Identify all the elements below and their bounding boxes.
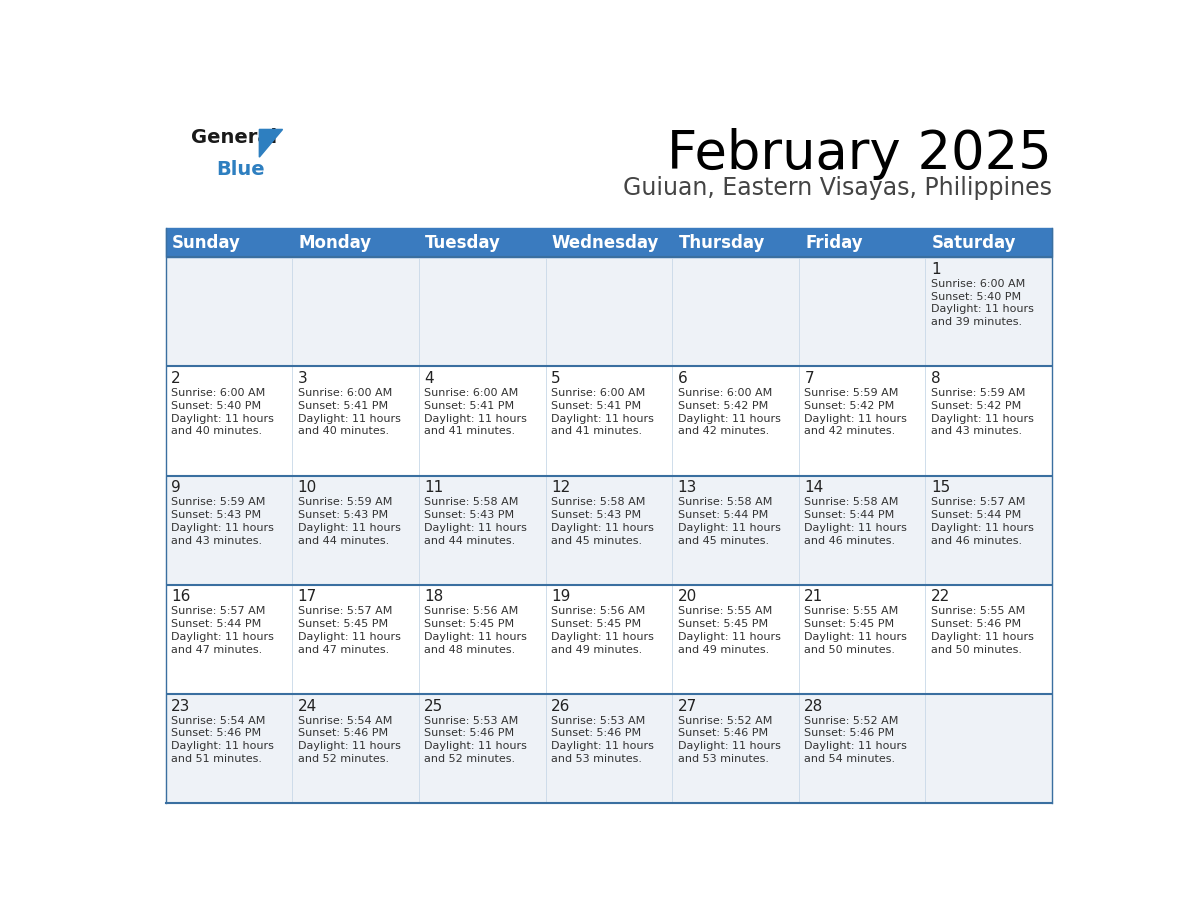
Text: 19: 19 [551,589,570,604]
Text: 11: 11 [424,480,443,495]
Text: Sunrise: 5:59 AM
Sunset: 5:42 PM
Daylight: 11 hours
and 42 minutes.: Sunrise: 5:59 AM Sunset: 5:42 PM Dayligh… [804,388,908,436]
Text: Monday: Monday [298,233,372,252]
Text: Sunrise: 5:59 AM
Sunset: 5:42 PM
Daylight: 11 hours
and 43 minutes.: Sunrise: 5:59 AM Sunset: 5:42 PM Dayligh… [931,388,1034,436]
Text: Sunrise: 6:00 AM
Sunset: 5:41 PM
Daylight: 11 hours
and 41 minutes.: Sunrise: 6:00 AM Sunset: 5:41 PM Dayligh… [551,388,653,436]
Text: Sunrise: 6:00 AM
Sunset: 5:41 PM
Daylight: 11 hours
and 40 minutes.: Sunrise: 6:00 AM Sunset: 5:41 PM Dayligh… [298,388,400,436]
Text: Sunrise: 5:52 AM
Sunset: 5:46 PM
Daylight: 11 hours
and 54 minutes.: Sunrise: 5:52 AM Sunset: 5:46 PM Dayligh… [804,715,908,764]
Text: Sunrise: 5:52 AM
Sunset: 5:46 PM
Daylight: 11 hours
and 53 minutes.: Sunrise: 5:52 AM Sunset: 5:46 PM Dayligh… [677,715,781,764]
Text: 24: 24 [298,699,317,713]
Text: 4: 4 [424,371,434,386]
Text: Sunrise: 5:57 AM
Sunset: 5:45 PM
Daylight: 11 hours
and 47 minutes.: Sunrise: 5:57 AM Sunset: 5:45 PM Dayligh… [298,607,400,655]
Text: 16: 16 [171,589,190,604]
Text: Sunday: Sunday [172,233,241,252]
Text: 23: 23 [171,699,190,713]
Text: 21: 21 [804,589,823,604]
Text: Sunrise: 5:54 AM
Sunset: 5:46 PM
Daylight: 11 hours
and 51 minutes.: Sunrise: 5:54 AM Sunset: 5:46 PM Dayligh… [171,715,274,764]
Text: 18: 18 [424,589,443,604]
Text: 26: 26 [551,699,570,713]
Text: Sunrise: 5:55 AM
Sunset: 5:46 PM
Daylight: 11 hours
and 50 minutes.: Sunrise: 5:55 AM Sunset: 5:46 PM Dayligh… [931,607,1034,655]
Text: 1: 1 [931,262,941,277]
Text: 13: 13 [677,480,697,495]
Text: 25: 25 [424,699,443,713]
Text: Blue: Blue [216,161,265,179]
Text: 6: 6 [677,371,688,386]
Text: February 2025: February 2025 [668,128,1053,180]
Text: 14: 14 [804,480,823,495]
Text: General: General [191,128,277,147]
Bar [165,476,1053,585]
Text: Sunrise: 6:00 AM
Sunset: 5:40 PM
Daylight: 11 hours
and 39 minutes.: Sunrise: 6:00 AM Sunset: 5:40 PM Dayligh… [931,279,1034,327]
Text: Sunrise: 5:56 AM
Sunset: 5:45 PM
Daylight: 11 hours
and 48 minutes.: Sunrise: 5:56 AM Sunset: 5:45 PM Dayligh… [424,607,527,655]
Text: Sunrise: 5:58 AM
Sunset: 5:43 PM
Daylight: 11 hours
and 44 minutes.: Sunrise: 5:58 AM Sunset: 5:43 PM Dayligh… [424,498,527,545]
Text: 2: 2 [171,371,181,386]
Text: Sunrise: 5:53 AM
Sunset: 5:46 PM
Daylight: 11 hours
and 53 minutes.: Sunrise: 5:53 AM Sunset: 5:46 PM Dayligh… [551,715,653,764]
Text: 20: 20 [677,589,697,604]
Text: Sunrise: 5:57 AM
Sunset: 5:44 PM
Daylight: 11 hours
and 47 minutes.: Sunrise: 5:57 AM Sunset: 5:44 PM Dayligh… [171,607,274,655]
Text: Thursday: Thursday [678,233,765,252]
Text: Sunrise: 5:55 AM
Sunset: 5:45 PM
Daylight: 11 hours
and 50 minutes.: Sunrise: 5:55 AM Sunset: 5:45 PM Dayligh… [804,607,908,655]
Text: Wednesday: Wednesday [551,233,659,252]
Text: Sunrise: 5:58 AM
Sunset: 5:44 PM
Daylight: 11 hours
and 45 minutes.: Sunrise: 5:58 AM Sunset: 5:44 PM Dayligh… [677,498,781,545]
Text: Tuesday: Tuesday [425,233,501,252]
Text: Sunrise: 5:59 AM
Sunset: 5:43 PM
Daylight: 11 hours
and 44 minutes.: Sunrise: 5:59 AM Sunset: 5:43 PM Dayligh… [298,498,400,545]
Bar [165,257,1053,366]
Text: Sunrise: 5:57 AM
Sunset: 5:44 PM
Daylight: 11 hours
and 46 minutes.: Sunrise: 5:57 AM Sunset: 5:44 PM Dayligh… [931,498,1034,545]
Bar [165,366,1053,476]
Text: 27: 27 [677,699,697,713]
Bar [165,585,1053,694]
Text: Friday: Friday [805,233,862,252]
Text: Sunrise: 6:00 AM
Sunset: 5:40 PM
Daylight: 11 hours
and 40 minutes.: Sunrise: 6:00 AM Sunset: 5:40 PM Dayligh… [171,388,274,436]
Text: Sunrise: 5:53 AM
Sunset: 5:46 PM
Daylight: 11 hours
and 52 minutes.: Sunrise: 5:53 AM Sunset: 5:46 PM Dayligh… [424,715,527,764]
Text: 10: 10 [298,480,317,495]
Text: 8: 8 [931,371,941,386]
Text: 12: 12 [551,480,570,495]
Text: 28: 28 [804,699,823,713]
Text: Sunrise: 5:56 AM
Sunset: 5:45 PM
Daylight: 11 hours
and 49 minutes.: Sunrise: 5:56 AM Sunset: 5:45 PM Dayligh… [551,607,653,655]
Text: Sunrise: 6:00 AM
Sunset: 5:42 PM
Daylight: 11 hours
and 42 minutes.: Sunrise: 6:00 AM Sunset: 5:42 PM Dayligh… [677,388,781,436]
Text: 9: 9 [171,480,181,495]
Text: 22: 22 [931,589,950,604]
Text: Sunrise: 5:59 AM
Sunset: 5:43 PM
Daylight: 11 hours
and 43 minutes.: Sunrise: 5:59 AM Sunset: 5:43 PM Dayligh… [171,498,274,545]
Text: Sunrise: 5:55 AM
Sunset: 5:45 PM
Daylight: 11 hours
and 49 minutes.: Sunrise: 5:55 AM Sunset: 5:45 PM Dayligh… [677,607,781,655]
Polygon shape [259,129,283,157]
Text: 5: 5 [551,371,561,386]
Text: 3: 3 [298,371,308,386]
Text: Guiuan, Eastern Visayas, Philippines: Guiuan, Eastern Visayas, Philippines [624,175,1053,199]
Text: Sunrise: 5:58 AM
Sunset: 5:43 PM
Daylight: 11 hours
and 45 minutes.: Sunrise: 5:58 AM Sunset: 5:43 PM Dayligh… [551,498,653,545]
Text: Sunrise: 6:00 AM
Sunset: 5:41 PM
Daylight: 11 hours
and 41 minutes.: Sunrise: 6:00 AM Sunset: 5:41 PM Dayligh… [424,388,527,436]
Bar [165,694,1053,803]
Text: Saturday: Saturday [931,233,1016,252]
Text: Sunrise: 5:54 AM
Sunset: 5:46 PM
Daylight: 11 hours
and 52 minutes.: Sunrise: 5:54 AM Sunset: 5:46 PM Dayligh… [298,715,400,764]
Text: 7: 7 [804,371,814,386]
Text: 15: 15 [931,480,950,495]
Bar [165,228,1053,257]
Text: 17: 17 [298,589,317,604]
Text: Sunrise: 5:58 AM
Sunset: 5:44 PM
Daylight: 11 hours
and 46 minutes.: Sunrise: 5:58 AM Sunset: 5:44 PM Dayligh… [804,498,908,545]
